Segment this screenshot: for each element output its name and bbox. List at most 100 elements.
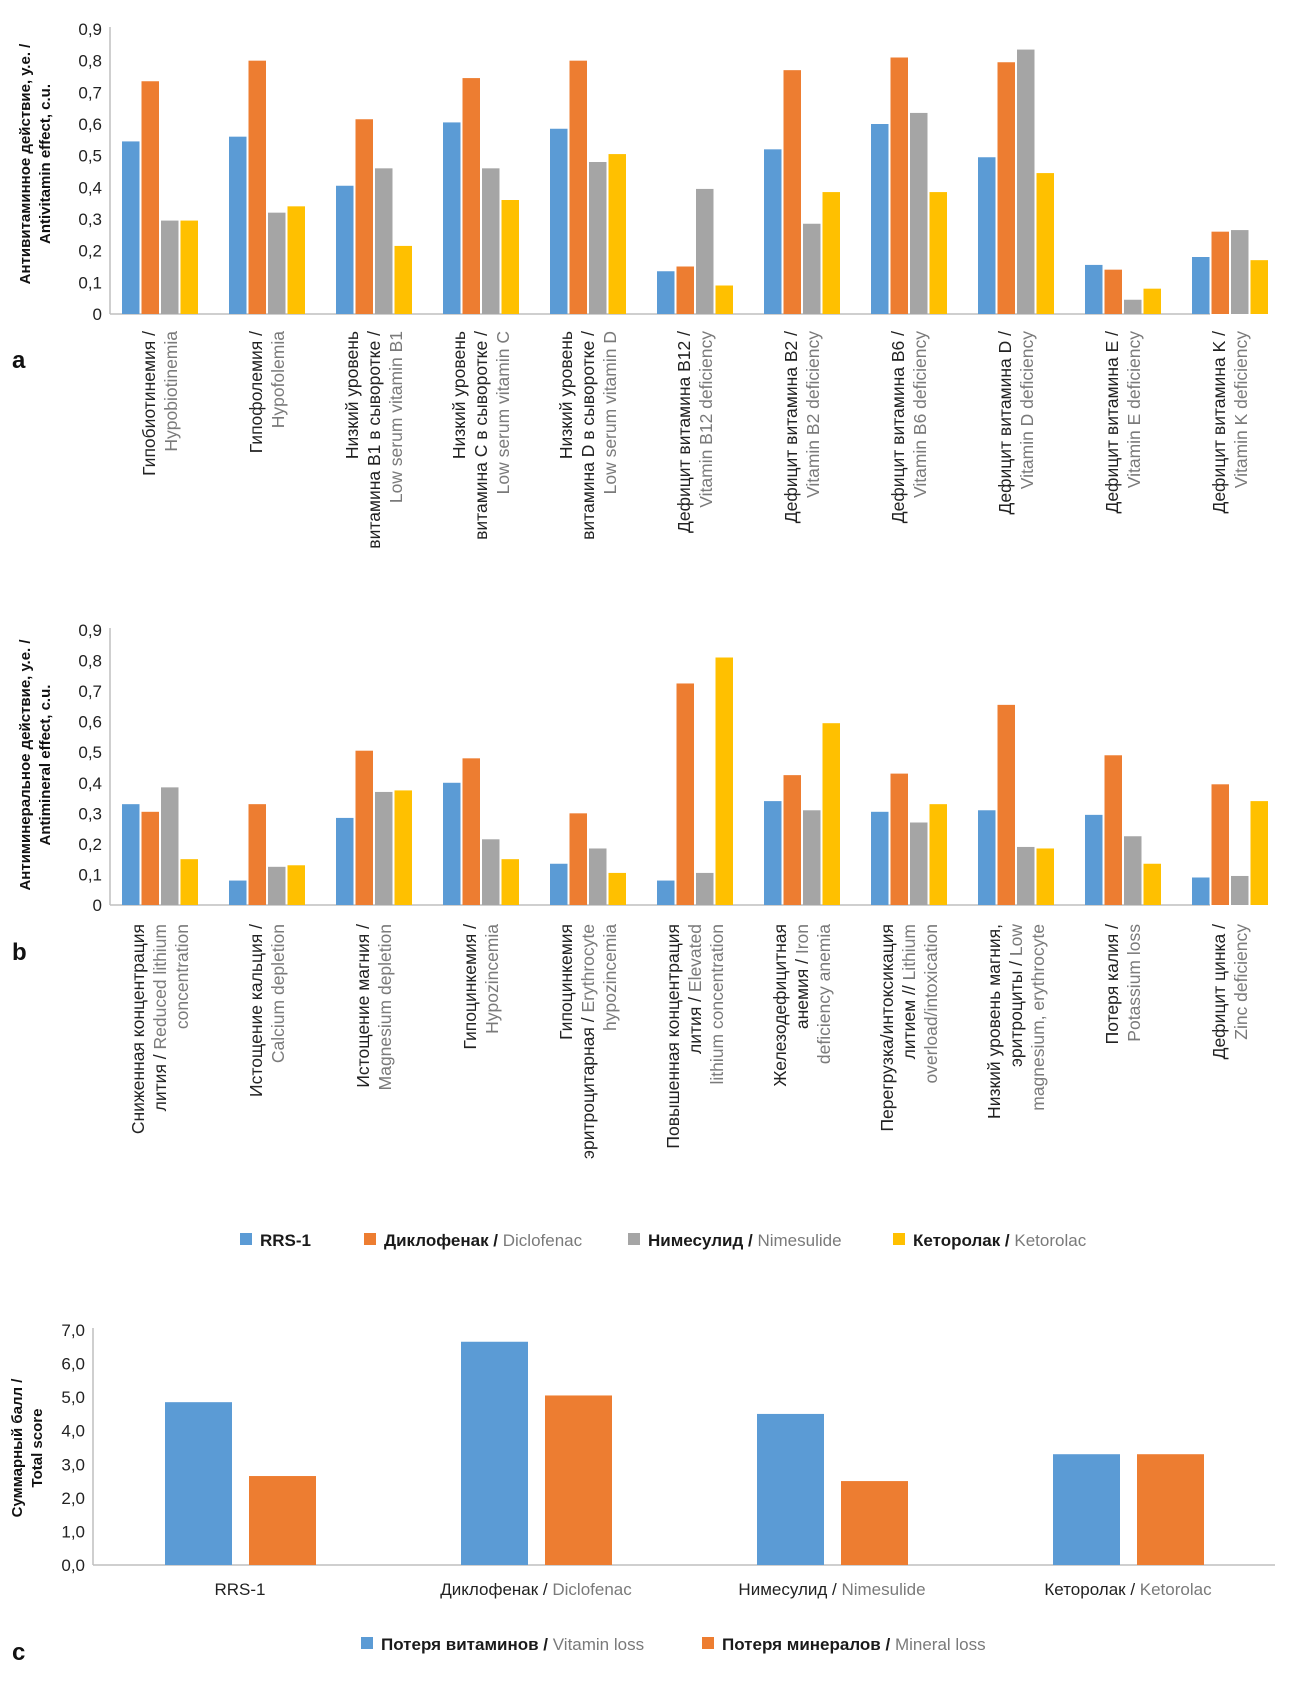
bar-a-s3-c4: [482, 168, 500, 314]
category-line-part: Сниженная концентрация: [128, 924, 148, 1134]
category-line: витамина B1 в сыворотке /: [364, 331, 384, 549]
x-category-label: Низкий уровень витамина C в сыворотке / Lo…: [449, 331, 513, 540]
bar-a-s2-c1: [141, 81, 159, 314]
bar-c-s1-c2: [461, 1341, 528, 1565]
bar-b-s3-c10: [1124, 836, 1142, 905]
category-line: витамина C в сыворотке /: [471, 331, 491, 540]
legend-label: Кеторолак / Ketorolac: [913, 1231, 1087, 1250]
y-tick-label: 0,8: [78, 52, 102, 71]
y-tick-label: 0,8: [78, 652, 102, 671]
bar-b-s2-c1: [141, 811, 159, 905]
bar-a-s4-c7: [822, 192, 840, 314]
category-line-part: литием //: [899, 980, 919, 1059]
bar-b-s1-c8: [871, 811, 889, 905]
legend-label: Потеря минералов / Mineral loss: [722, 1635, 986, 1654]
x-category-label: Дефицит витамина D / Vitamin D deficiency: [995, 331, 1037, 515]
category-line-part: hypozincemia: [600, 924, 620, 1031]
y-tick-label: 0,5: [78, 147, 102, 166]
category-line: Vitamin B6 deficiency: [910, 331, 930, 498]
x-category-label: Кеторолак / Ketorolac: [1044, 1580, 1212, 1599]
bar-b-s1-c9: [978, 810, 996, 905]
legend-label: Нимесулид / Nimesulide: [648, 1231, 842, 1250]
x-category-label: Дефицит витамина B6 /Vitamin B6 deficien…: [888, 331, 930, 524]
bar-b-s3-c5: [589, 848, 607, 905]
bar-b-s2-c6: [676, 683, 694, 905]
category-label-en: Ketorolac: [1140, 1580, 1212, 1599]
bar-b-s1-c10: [1085, 814, 1103, 905]
y-axis-title-en: Total score: [29, 1409, 46, 1488]
y-tick-label: 0,0: [61, 1556, 85, 1575]
bar-b-s2-c7: [783, 775, 801, 905]
bar-a-s2-c4: [462, 78, 480, 314]
legend-swatch: [361, 1637, 373, 1649]
bar-b-s1-c6: [657, 880, 675, 905]
x-category-label: Низкий уровень витамина B1 в сыворотке / L…: [342, 331, 406, 549]
y-tick-label: 0,2: [78, 835, 102, 854]
category-line-part: Lithium: [899, 924, 919, 980]
category-line-part: эритроциты /: [1006, 956, 1026, 1067]
category-line: Низкий уровень: [449, 331, 469, 459]
bar-b-s4-c8: [929, 804, 947, 905]
bar-a-s1-c1: [122, 141, 140, 314]
bar-a-s2-c5: [569, 60, 587, 314]
bar-a-s2-c3: [355, 119, 373, 314]
bar-b-s4-c5: [608, 872, 626, 905]
category-line: Vitamin K deficiency: [1231, 331, 1251, 489]
x-category-label: RRS-1: [214, 1580, 265, 1599]
category-line-part: Hypozincemia: [482, 924, 502, 1034]
category-line-part: анемия /: [792, 954, 812, 1029]
bar-b-s2-c10: [1104, 755, 1122, 905]
bar-a-s2-c10: [1104, 269, 1122, 314]
category-line-part: overload/intoxication: [921, 924, 941, 1084]
x-category-label: Повышенная концентрация лития / Elevated l…: [663, 924, 727, 1149]
category-line: витамина D в сыворотке /: [578, 331, 598, 540]
category-line: Гипофолемия /: [246, 331, 266, 453]
bar-b-s1-c5: [550, 863, 568, 905]
y-tick-label: 0,1: [78, 865, 102, 884]
category-line-part: Дефицит цинка /: [1209, 924, 1229, 1060]
legend-label-en: Ketorolac: [1010, 1231, 1087, 1250]
x-category-label: Диклофенак / Diclofenac: [440, 1580, 632, 1599]
x-category-label: Потеря калия / Potassium loss: [1102, 924, 1144, 1045]
x-category-label: Дефицит витамина B2 /Vitamin B2 deficien…: [781, 331, 823, 524]
y-tick-label: 6,0: [61, 1355, 85, 1374]
bar-a-s2-c8: [890, 57, 908, 314]
bar-a-s1-c6: [657, 271, 675, 314]
category-line: Low serum vitamin D: [600, 331, 620, 494]
category-line-part: лития /: [685, 992, 705, 1054]
bar-a-s2-c6: [676, 266, 694, 314]
category-line-part: Перегрузка/интоксикация: [877, 924, 897, 1132]
legend-swatch: [628, 1233, 640, 1245]
legend-label-en: Nimesulide: [753, 1231, 842, 1250]
y-tick-label: 0,4: [78, 774, 102, 793]
legend-swatch: [893, 1233, 905, 1245]
chart-panel-b: 0 0,1 0,2 0,3 0,4 0,5 0,6 0,7 0,8 0,9 Антиминераль…: [12, 621, 1268, 1159]
bar-a-s1-c2: [229, 136, 247, 314]
category-line-part: лития /: [150, 1049, 170, 1111]
legend-label-en: Diclofenac: [498, 1231, 583, 1250]
bar-b-s3-c2: [268, 866, 286, 905]
x-category-label: Железодефицитная анемия / Iron deficiency …: [770, 924, 834, 1087]
category-label-en: Nimesulide: [841, 1580, 925, 1599]
y-axis-title-en: Antimineral effect, c.u.: [37, 685, 54, 846]
bar-b-s3-c7: [803, 810, 821, 905]
x-category-label: Гипоцинкемияэритроцитарная / Erythrocyte…: [556, 924, 620, 1159]
legend-swatch: [240, 1233, 252, 1245]
bar-b-s2-c3: [355, 750, 373, 905]
y-axis-title: Антивитаминное действие, у.е. / Antivitam…: [17, 43, 54, 284]
bar-a-s2-c11: [1211, 231, 1229, 314]
bar-b-s3-c1: [161, 787, 179, 905]
y-tick-label: 3,0: [61, 1455, 85, 1474]
y-tick-label: 2,0: [61, 1489, 85, 1508]
bar-b-s4-c4: [501, 859, 519, 905]
bar-b-s1-c1: [122, 804, 140, 905]
bar-b-s4-c3: [394, 790, 412, 905]
bar-b-s2-c11: [1211, 784, 1229, 905]
bar-a-s2-c7: [783, 70, 801, 315]
legend-label-ru: Потеря минералов /: [722, 1635, 890, 1654]
y-tick-label: 0,5: [78, 743, 102, 762]
category-line-part: Истощение кальция /: [246, 924, 266, 1097]
bar-b-s1-c3: [336, 817, 354, 905]
bar-a-s1-c8: [871, 124, 889, 314]
